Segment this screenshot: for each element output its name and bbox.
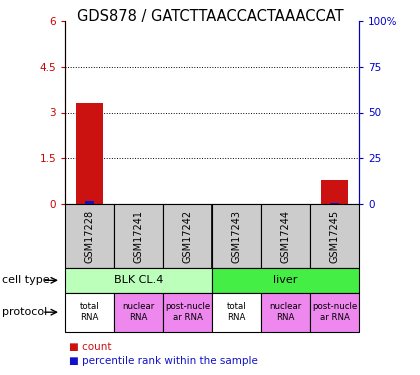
Bar <box>261 292 310 332</box>
Text: GSM17228: GSM17228 <box>84 210 94 263</box>
Bar <box>163 204 212 268</box>
Bar <box>65 268 212 292</box>
Bar <box>65 204 114 268</box>
Text: protocol: protocol <box>2 307 47 317</box>
Text: nuclear
RNA: nuclear RNA <box>123 303 155 322</box>
Text: total
RNA: total RNA <box>227 303 247 322</box>
Text: liver: liver <box>273 275 298 285</box>
Text: ■ count: ■ count <box>69 342 112 352</box>
Text: ■ percentile rank within the sample: ■ percentile rank within the sample <box>69 356 258 366</box>
Bar <box>310 204 359 268</box>
Bar <box>163 292 212 332</box>
Text: GDS878 / GATCTTAACCACTAAACCAT: GDS878 / GATCTTAACCACTAAACCAT <box>77 9 343 24</box>
Bar <box>76 104 103 204</box>
Text: post-nucle
ar RNA: post-nucle ar RNA <box>312 303 357 322</box>
Bar <box>321 180 348 204</box>
Bar <box>114 204 163 268</box>
Text: cell type: cell type <box>2 275 50 285</box>
Text: GSM17243: GSM17243 <box>231 210 241 263</box>
Text: GSM17241: GSM17241 <box>134 210 144 263</box>
Bar <box>85 201 94 204</box>
Bar <box>310 292 359 332</box>
Text: BLK CL.4: BLK CL.4 <box>114 275 163 285</box>
Text: nuclear
RNA: nuclear RNA <box>270 303 302 322</box>
Bar <box>212 204 261 268</box>
Text: GSM17244: GSM17244 <box>281 210 291 263</box>
Bar <box>65 292 114 332</box>
Text: GSM17242: GSM17242 <box>183 210 193 263</box>
Bar <box>212 292 261 332</box>
Bar <box>212 268 359 292</box>
Text: total
RNA: total RNA <box>80 303 100 322</box>
Text: GSM17245: GSM17245 <box>330 210 340 263</box>
Bar <box>114 292 163 332</box>
Text: post-nucle
ar RNA: post-nucle ar RNA <box>165 303 210 322</box>
Bar <box>261 204 310 268</box>
